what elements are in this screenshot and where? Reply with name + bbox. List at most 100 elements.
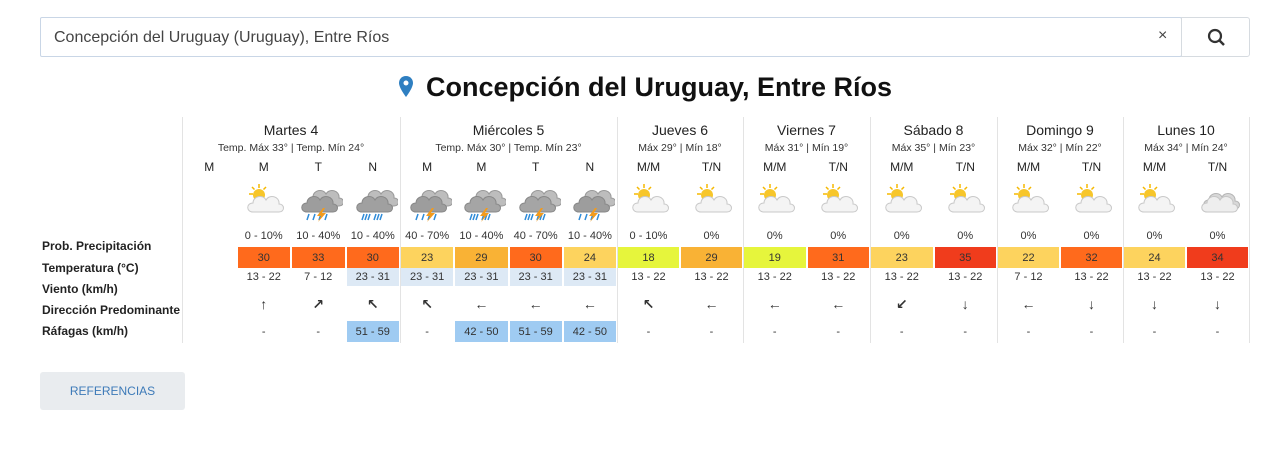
period-label: T/N bbox=[1081, 160, 1102, 174]
clear-button[interactable]: × bbox=[1158, 27, 1168, 44]
icon-part bbox=[480, 208, 490, 222]
day-separator bbox=[1123, 117, 1124, 343]
icon-part bbox=[472, 213, 477, 221]
precip-cell: 10 - 40% bbox=[459, 230, 504, 242]
period-label: T/N bbox=[828, 160, 848, 174]
icon-part bbox=[1090, 186, 1095, 191]
period-label: T/N bbox=[955, 160, 975, 174]
gusts-cell: 42 - 50 bbox=[563, 321, 616, 342]
weather-icon bbox=[1067, 178, 1117, 224]
wind-cell: 23 - 31 bbox=[346, 268, 399, 286]
icon-part bbox=[633, 184, 652, 195]
weather-icon bbox=[402, 178, 454, 224]
gusts-cell: - bbox=[1152, 325, 1157, 338]
period-label: N bbox=[585, 160, 595, 174]
icon-part bbox=[886, 184, 905, 195]
gusts-cell: - bbox=[261, 325, 266, 338]
temp-cell: 31 bbox=[807, 247, 869, 268]
temp-cell: 30 bbox=[237, 247, 290, 268]
icon-part bbox=[415, 213, 419, 221]
weather-icon bbox=[239, 178, 289, 224]
day-name: Lunes 10 bbox=[1157, 122, 1215, 138]
icon-part bbox=[698, 186, 703, 191]
icon-part bbox=[364, 213, 368, 221]
icon-part bbox=[487, 213, 492, 221]
precip-cell: 0% bbox=[1146, 230, 1163, 242]
gusts-cell: 42 - 50 bbox=[455, 321, 508, 342]
weather-icon bbox=[687, 178, 737, 224]
icon bbox=[1074, 184, 1112, 213]
day-summary: Temp. Máx 33° | Temp. Mín 24° bbox=[217, 142, 365, 154]
weather-icon bbox=[456, 178, 508, 224]
icon-part bbox=[885, 195, 922, 213]
gusts-cell: - bbox=[316, 325, 321, 338]
icon bbox=[573, 189, 616, 222]
direction-cell: ↗ bbox=[312, 295, 325, 312]
icon-part bbox=[596, 213, 600, 221]
period-label: T/N bbox=[701, 160, 722, 174]
direction-cell: ↓ bbox=[1088, 296, 1095, 312]
icon-part bbox=[364, 213, 380, 221]
icon-part bbox=[367, 213, 371, 221]
icon-part bbox=[825, 186, 830, 191]
wind-cell: 7 - 12 bbox=[1014, 271, 1043, 283]
icon-part bbox=[529, 213, 534, 221]
direction-cell: ↖ bbox=[366, 295, 379, 312]
wind-cell: 23 - 31 bbox=[455, 268, 508, 286]
search-button[interactable] bbox=[1181, 17, 1250, 57]
icon-part bbox=[1153, 186, 1158, 191]
period-label: T/N bbox=[1207, 160, 1228, 174]
gusts-cell: - bbox=[425, 325, 429, 338]
period-label: M/M bbox=[1016, 160, 1041, 174]
direction-cell: ← bbox=[1021, 296, 1036, 312]
icon-part bbox=[1141, 186, 1146, 191]
weather-icon bbox=[348, 178, 399, 224]
direction-cell: ↓ bbox=[1214, 296, 1221, 312]
day-name: Viernes 7 bbox=[777, 122, 836, 138]
search-box[interactable]: Concepción del Uruguay (Uruguay), Entre … bbox=[40, 17, 1182, 57]
period-label: M/M bbox=[1142, 160, 1167, 174]
temp-cell: 18 bbox=[618, 247, 679, 268]
icon-part bbox=[312, 213, 316, 221]
icon-part bbox=[823, 184, 841, 195]
references-button[interactable]: REFERENCIAS bbox=[40, 372, 185, 410]
icon-part bbox=[694, 195, 732, 213]
direction-cell: ↙ bbox=[895, 295, 908, 312]
precip-cell: 0% bbox=[957, 230, 974, 242]
direction-cell: ← bbox=[831, 296, 846, 312]
icon bbox=[410, 189, 454, 222]
period-label: N bbox=[368, 160, 378, 174]
row-label: Ráfagas (km/h) bbox=[42, 324, 129, 338]
row-label: Temperatura (°C) bbox=[42, 261, 139, 275]
weather-icon bbox=[293, 178, 345, 224]
icon bbox=[885, 184, 922, 213]
icon-part bbox=[631, 195, 669, 213]
wind-cell: 13 - 22 bbox=[757, 271, 792, 283]
precip-cell: 10 - 40% bbox=[567, 230, 612, 242]
gusts-cell: 51 - 59 bbox=[346, 321, 399, 342]
day-summary: Máx 32° | Mín 22° bbox=[1018, 142, 1102, 154]
weather-icon bbox=[1130, 178, 1180, 224]
icon-part bbox=[324, 213, 328, 221]
day-separator bbox=[997, 117, 998, 343]
icon-part bbox=[759, 184, 778, 195]
day-separator bbox=[617, 117, 618, 343]
icon-part bbox=[469, 213, 474, 221]
icon-part bbox=[317, 208, 327, 222]
day-separator bbox=[870, 117, 871, 343]
gusts-cell: - bbox=[836, 325, 841, 338]
direction-cell: ↖ bbox=[421, 295, 433, 312]
period-label: M bbox=[258, 160, 269, 174]
icon-part bbox=[361, 213, 383, 221]
icon-part bbox=[426, 208, 436, 222]
period-label: T bbox=[531, 160, 540, 174]
icon-part bbox=[1137, 195, 1175, 213]
day-summary: Máx 29° | Mín 18° bbox=[638, 142, 722, 154]
weather-icon bbox=[1004, 178, 1054, 224]
gusts-cell: - bbox=[1215, 325, 1220, 338]
icon-part bbox=[403, 80, 409, 86]
direction-cell: ← bbox=[474, 296, 489, 312]
wind-cell: 13 - 22 bbox=[948, 271, 983, 283]
gusts-cell: - bbox=[1026, 325, 1031, 338]
icon-part bbox=[306, 213, 310, 221]
